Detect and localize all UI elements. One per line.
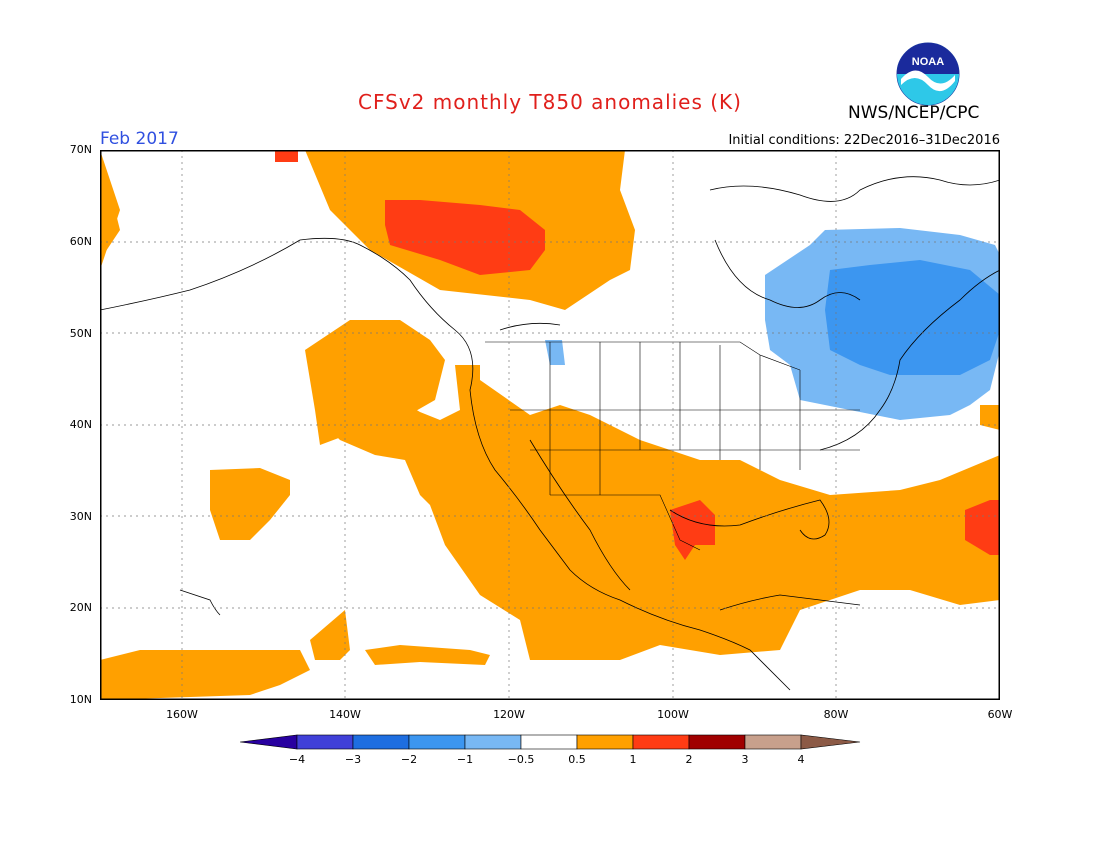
colorbar-bin [632, 734, 690, 750]
lon-label: 80W [823, 708, 849, 721]
colorbar-label: −3 [344, 753, 362, 766]
forecast-month: Feb 2017 [100, 129, 179, 149]
colorbar-label: 2 [685, 753, 693, 766]
colorbar-label: 4 [797, 753, 805, 766]
graticule [100, 150, 1000, 700]
coastlines [100, 176, 1000, 691]
colorbar-label: 1 [629, 753, 637, 766]
colorbar-bin [464, 734, 522, 750]
lat-label: 30N [69, 510, 92, 523]
lat-label: 20N [69, 601, 92, 614]
lat-label: 40N [69, 418, 92, 431]
noaa-logo: NOAA [896, 42, 960, 106]
colorbar-bin [408, 734, 466, 750]
lat-label: 70N [69, 143, 92, 156]
lat-label: 10N [69, 693, 92, 706]
lat-label: 50N [69, 327, 92, 340]
colorbar-bin [744, 734, 802, 750]
colorbar-arrow-low [240, 734, 298, 750]
colorbar-bin [576, 734, 634, 750]
map-title: CFSv2 monthly T850 anomalies (K) [358, 90, 742, 114]
colorbar-arrow-high [800, 734, 861, 750]
colorbar-bin [520, 734, 578, 750]
logo-text: NOAA [912, 56, 944, 68]
colorbar [240, 734, 861, 750]
lon-label: 100W [657, 708, 689, 721]
colorbar-label: 0.5 [568, 753, 586, 766]
borders [485, 341, 860, 551]
anomaly-map [100, 150, 1000, 700]
colorbar-label: −0.5 [507, 753, 535, 766]
initial-conditions: Initial conditions: 22Dec2016–31Dec2016 [728, 133, 1000, 148]
colorbar-bin [296, 734, 354, 750]
map-frame [100, 150, 1000, 700]
anomaly-fill-layer [100, 150, 1000, 700]
colorbar-bin [352, 734, 410, 750]
lat-label: 60N [69, 235, 92, 248]
organization-label: NWS/NCEP/CPC [848, 103, 980, 123]
lon-label: 60W [987, 708, 1013, 721]
colorbar-label: 3 [741, 753, 749, 766]
colorbar-bin [688, 734, 746, 750]
colorbar-label: −1 [456, 753, 474, 766]
colorbar-label: −2 [400, 753, 418, 766]
lon-label: 120W [493, 708, 525, 721]
lon-label: 160W [166, 708, 198, 721]
colorbar-label: −4 [288, 753, 306, 766]
lon-label: 140W [329, 708, 361, 721]
